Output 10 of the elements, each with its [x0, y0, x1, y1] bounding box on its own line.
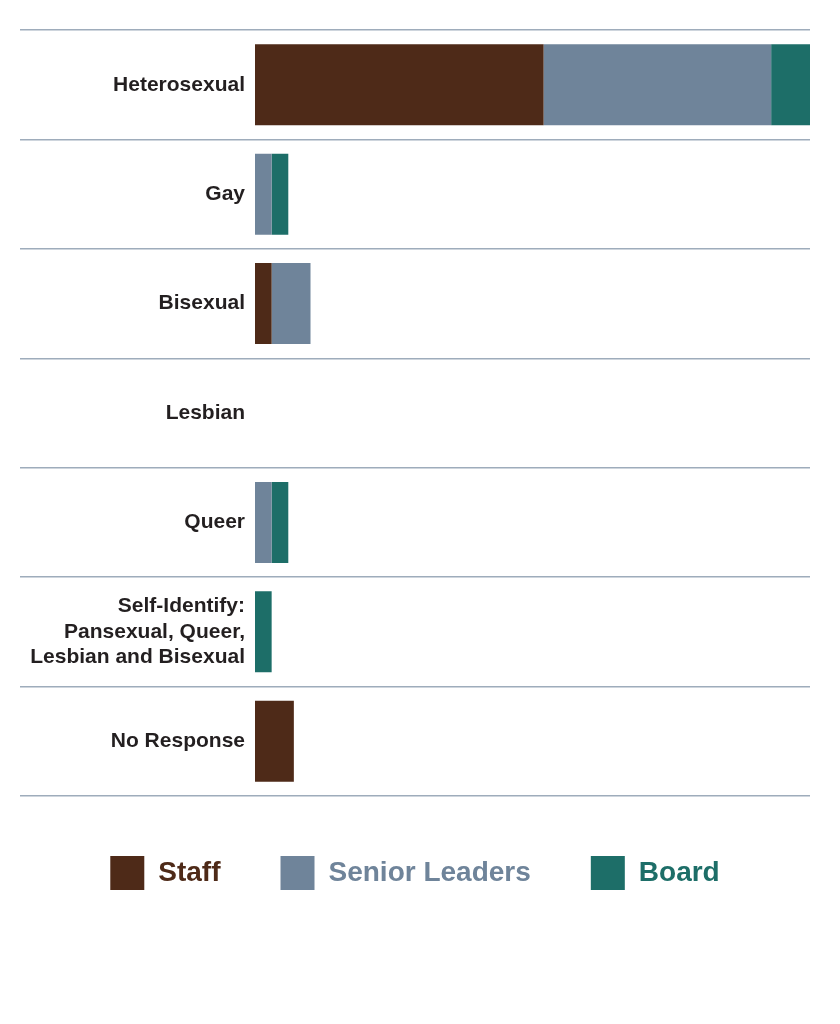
y-tick-label: Bisexual [158, 290, 245, 314]
legend-label: Senior Leaders [328, 855, 531, 887]
y-tick-label: No Response [110, 728, 245, 752]
y-tick-label: Gay [205, 180, 246, 204]
y-tick-label: Lesbian [165, 399, 245, 423]
y-tick-label: Self-Identify: Pansexual, Queer, Lesbian and Bisexual [30, 593, 245, 667]
y-tick-label: Heterosexual [113, 71, 245, 95]
y-tick-label: Queer [184, 509, 245, 533]
legend-label: Board [638, 855, 720, 887]
legend-label: Staff [158, 855, 222, 887]
